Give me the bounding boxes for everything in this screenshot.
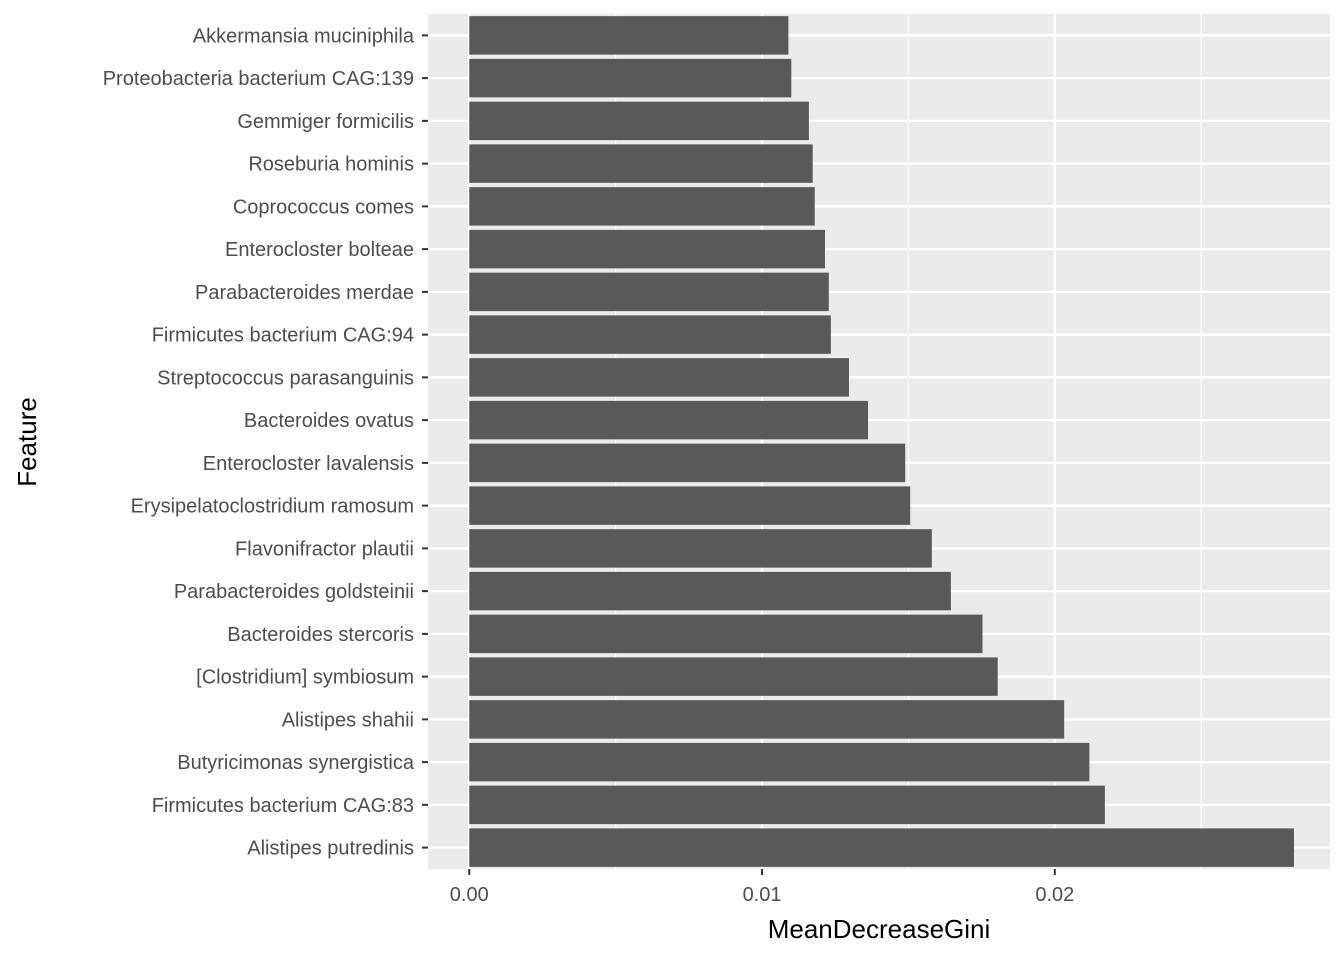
y-tick-label: Streptococcus parasanguinis [157, 367, 414, 389]
y-tick-label: Parabacteroides merdae [195, 282, 414, 304]
bar [469, 614, 983, 654]
x-axis-title: MeanDecreaseGini [768, 914, 991, 944]
x-axis: 0.00 0.01 0.02 [450, 869, 1074, 906]
bar [469, 657, 998, 696]
bar [469, 828, 1294, 867]
bar [469, 443, 906, 483]
y-tick-label: Firmicutes bacterium CAG:83 [152, 795, 414, 817]
x-tick-label: 0.02 [1035, 884, 1074, 906]
y-tick-label: Coprococcus comes [233, 196, 414, 218]
y-tick-label: Bacteroides stercoris [227, 624, 414, 646]
y-tick-label: Alistipes putredinis [247, 838, 414, 860]
bar [469, 315, 831, 354]
bar [469, 229, 825, 269]
y-tick-label: Parabacteroides goldsteinii [174, 581, 414, 603]
bar [469, 16, 789, 55]
bar [469, 400, 869, 440]
bar [469, 144, 813, 183]
y-tick-label: Gemmiger formicilis [237, 111, 414, 133]
y-tick-label: Erysipelatoclostridium ramosum [131, 496, 414, 518]
y-tick-label: Roseburia hominis [248, 154, 414, 176]
y-tick-label: Enterocloster lavalensis [203, 453, 414, 475]
y-axis-title: Feature [12, 397, 42, 487]
x-tick-label: 0.01 [743, 884, 782, 906]
bar [469, 486, 911, 525]
bar [469, 785, 1105, 825]
bar [469, 571, 951, 611]
y-tick-label: Akkermansia muciniphila [193, 25, 415, 47]
y-axis: Akkermansia muciniphila Proteobacteria ba… [103, 25, 428, 860]
y-tick-label: Alistipes shahii [282, 709, 414, 731]
y-tick-label: Butyricimonas synergistica [177, 752, 415, 774]
y-tick-label: [Clostridium] symbiosum [196, 667, 414, 689]
y-tick-label: Flavonifractor plautii [235, 538, 414, 560]
bar [469, 700, 1065, 739]
bar [469, 529, 932, 568]
bar [469, 58, 792, 98]
bar [469, 358, 849, 397]
bar [469, 742, 1090, 782]
y-tick-label: Enterocloster bolteae [225, 239, 414, 261]
y-tick-label: Proteobacteria bacterium CAG:139 [103, 68, 414, 90]
y-tick-label: Bacteroides ovatus [244, 410, 414, 432]
x-tick-label: 0.00 [450, 884, 489, 906]
bar [469, 272, 829, 312]
y-tick-label: Firmicutes bacterium CAG:94 [152, 325, 414, 347]
bar [469, 187, 815, 226]
bars [469, 16, 1294, 867]
bar [469, 101, 809, 141]
plot-panel [428, 14, 1330, 869]
